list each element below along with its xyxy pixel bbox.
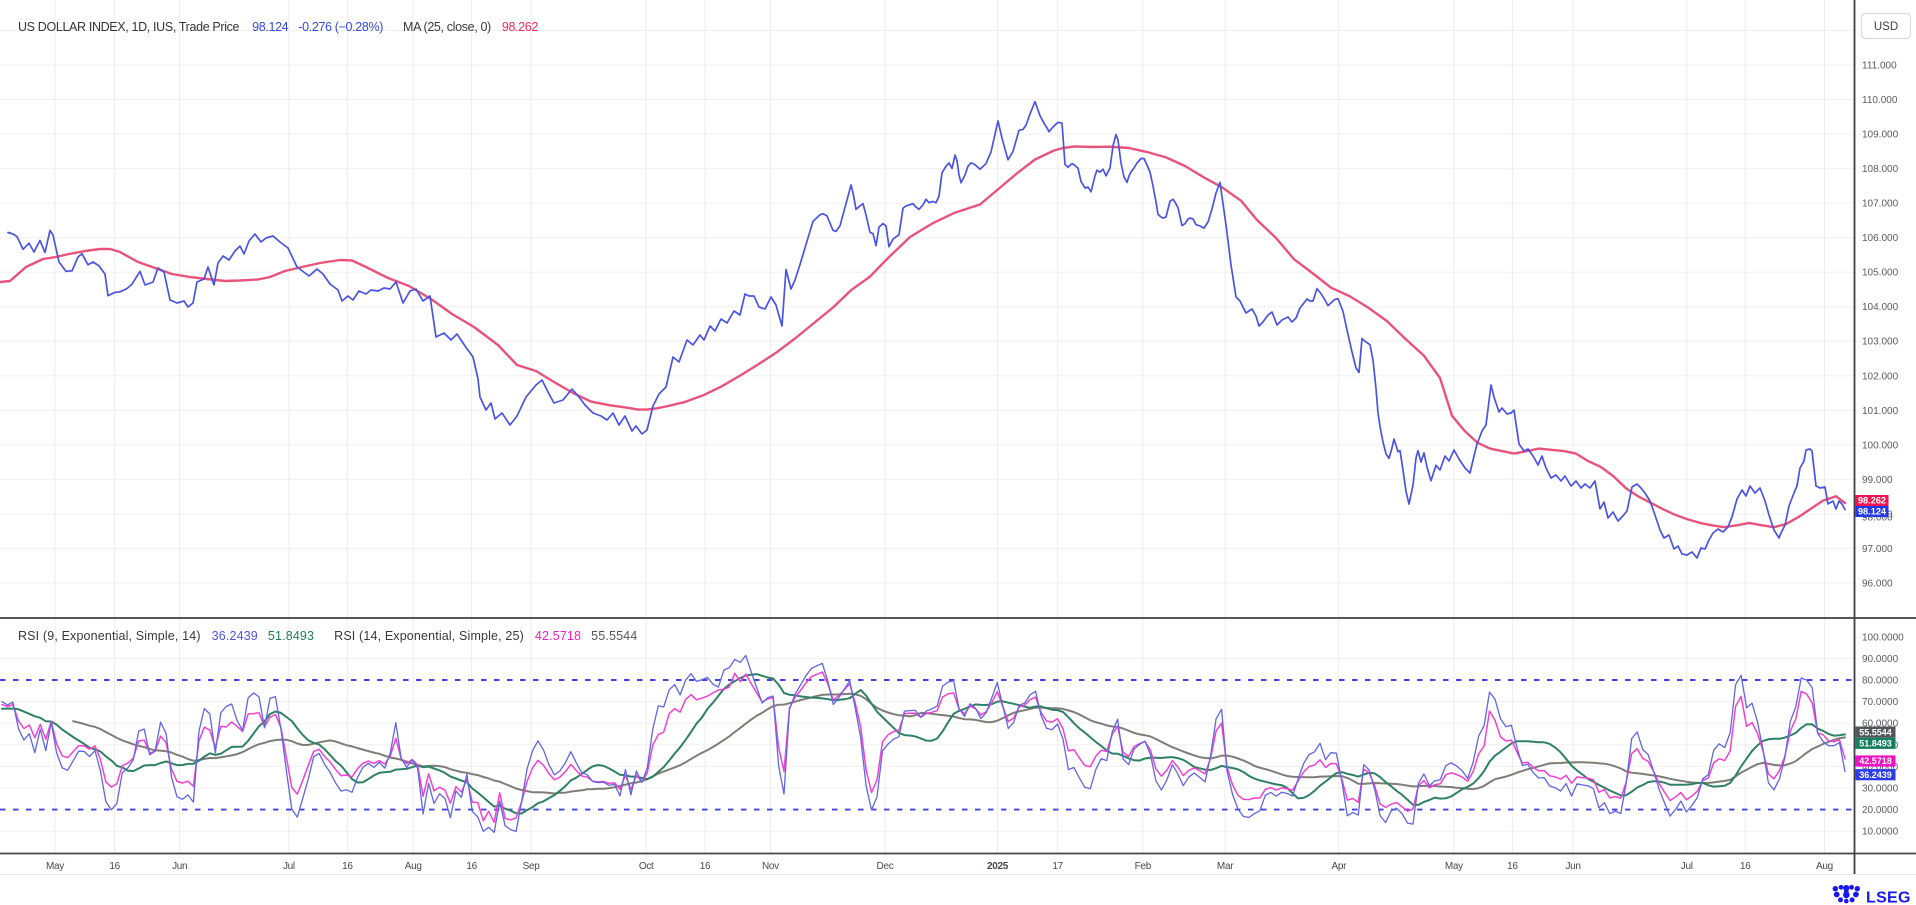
svg-text:70.0000: 70.0000 bbox=[1862, 697, 1899, 708]
svg-text:51.8493: 51.8493 bbox=[1859, 739, 1892, 749]
svg-text:105.000: 105.000 bbox=[1862, 268, 1899, 279]
svg-text:US DOLLAR INDEX, 1D, IUS, Trad: US DOLLAR INDEX, 1D, IUS, Trade Price 98.… bbox=[18, 20, 538, 34]
svg-text:May: May bbox=[1445, 861, 1463, 872]
svg-text:Jun: Jun bbox=[1565, 861, 1580, 872]
svg-text:108.000: 108.000 bbox=[1862, 164, 1899, 175]
svg-text:55.5544: 55.5544 bbox=[1859, 727, 1892, 737]
svg-text:10.0000: 10.0000 bbox=[1862, 827, 1899, 838]
svg-text:Oct: Oct bbox=[639, 861, 654, 872]
svg-text:102.000: 102.000 bbox=[1862, 371, 1899, 382]
svg-text:USD: USD bbox=[1874, 21, 1898, 33]
svg-text:16: 16 bbox=[342, 861, 353, 872]
svg-text:May: May bbox=[46, 861, 64, 872]
svg-text:99.000: 99.000 bbox=[1862, 475, 1893, 486]
svg-text:Jul: Jul bbox=[1681, 861, 1693, 872]
svg-text:98.000: 98.000 bbox=[1862, 512, 1893, 523]
svg-text:98.124: 98.124 bbox=[1858, 507, 1887, 517]
svg-text:Jun: Jun bbox=[172, 861, 187, 872]
svg-text:107.000: 107.000 bbox=[1862, 199, 1899, 210]
svg-text:LSEG: LSEG bbox=[1866, 890, 1911, 905]
svg-text:96.000: 96.000 bbox=[1862, 579, 1893, 590]
svg-text:97.000: 97.000 bbox=[1862, 544, 1893, 555]
svg-text:16: 16 bbox=[1507, 861, 1518, 872]
svg-text:2025: 2025 bbox=[987, 861, 1009, 872]
svg-text:111.000: 111.000 bbox=[1862, 61, 1897, 72]
svg-text:Mar: Mar bbox=[1217, 861, 1234, 872]
svg-text:Sep: Sep bbox=[523, 861, 541, 872]
svg-text:16: 16 bbox=[700, 861, 711, 872]
svg-text:100.0000: 100.0000 bbox=[1862, 632, 1904, 643]
svg-text:40.0000: 40.0000 bbox=[1862, 762, 1899, 773]
svg-text:60.0000: 60.0000 bbox=[1862, 719, 1899, 730]
svg-text:16: 16 bbox=[109, 861, 120, 872]
svg-text:109.000: 109.000 bbox=[1862, 130, 1899, 141]
svg-text:30.0000: 30.0000 bbox=[1862, 784, 1899, 795]
svg-text:106.000: 106.000 bbox=[1862, 233, 1899, 244]
svg-text:17: 17 bbox=[1052, 861, 1063, 872]
svg-text:Jul: Jul bbox=[283, 861, 295, 872]
svg-text:90.0000: 90.0000 bbox=[1862, 654, 1899, 665]
svg-text:Feb: Feb bbox=[1135, 861, 1152, 872]
svg-text:36.2439: 36.2439 bbox=[1859, 770, 1892, 780]
svg-text:100.000: 100.000 bbox=[1862, 440, 1899, 451]
svg-text:Aug: Aug bbox=[405, 861, 422, 872]
svg-text:20.0000: 20.0000 bbox=[1862, 805, 1899, 816]
svg-text:Aug: Aug bbox=[1816, 861, 1833, 872]
svg-text:101.000: 101.000 bbox=[1862, 406, 1899, 417]
svg-text:42.5718: 42.5718 bbox=[1859, 756, 1892, 766]
svg-text:16: 16 bbox=[1740, 861, 1751, 872]
svg-text:110.000: 110.000 bbox=[1862, 95, 1898, 106]
svg-text:16: 16 bbox=[466, 861, 477, 872]
svg-text:Nov: Nov bbox=[762, 861, 779, 872]
svg-text:103.000: 103.000 bbox=[1862, 337, 1899, 348]
svg-text:80.0000: 80.0000 bbox=[1862, 676, 1899, 687]
svg-text:98.262: 98.262 bbox=[1858, 496, 1886, 506]
svg-text:Apr: Apr bbox=[1331, 861, 1347, 872]
svg-text:104.000: 104.000 bbox=[1862, 302, 1899, 313]
svg-text:Dec: Dec bbox=[877, 861, 894, 872]
